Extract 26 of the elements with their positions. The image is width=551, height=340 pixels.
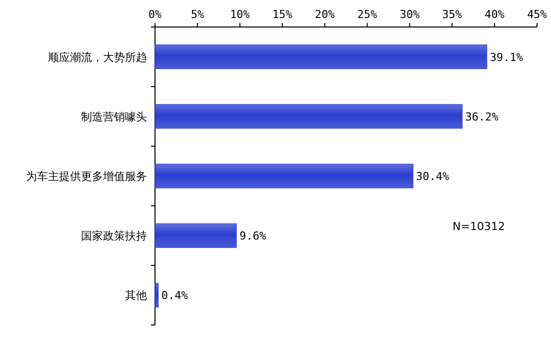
y-tick-label: 为车主提供更多增值服务	[26, 170, 147, 183]
bar	[154, 104, 463, 129]
annotation: N=10312	[452, 220, 505, 233]
bar	[154, 282, 159, 308]
x-tick-label: 5%	[190, 8, 204, 21]
x-tick-label: 10%	[230, 8, 250, 21]
bar	[154, 44, 488, 70]
bar	[154, 223, 237, 248]
y-tick-label: 国家政策扶持	[81, 230, 147, 243]
bar	[154, 164, 414, 188]
data-label: 36.2%	[465, 110, 499, 124]
x-tick-label: 15%	[272, 8, 293, 21]
data-label: 0.4%	[161, 289, 188, 302]
x-tick-label: 30%	[400, 8, 420, 21]
data-label: 9.6%	[239, 230, 266, 243]
x-tick-label: 20%	[314, 8, 336, 21]
x-tick-label: 0%	[148, 8, 162, 21]
x-tick-label: 40%	[484, 8, 505, 21]
y-tick-label: 顺应潮流，大势所趋	[48, 50, 147, 64]
data-label: 30.4%	[416, 170, 450, 183]
data-label: 39.1%	[490, 50, 524, 64]
x-tick-label: 25%	[357, 8, 378, 21]
x-tick-label: 35%	[442, 8, 462, 21]
y-tick-label: 其他	[125, 289, 147, 302]
y-tick-label: 制造营销噱头	[81, 110, 147, 124]
x-tick-label: 45%	[527, 8, 548, 21]
